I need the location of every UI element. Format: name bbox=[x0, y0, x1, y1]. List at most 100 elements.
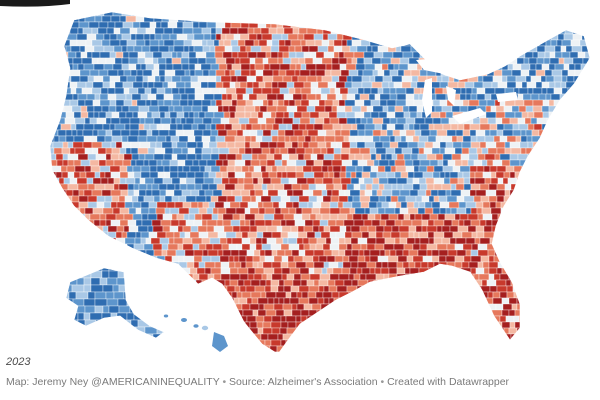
county-cell bbox=[53, 147, 63, 155]
county-cell bbox=[66, 319, 71, 328]
county-cell bbox=[322, 243, 331, 251]
county-cell bbox=[219, 303, 226, 311]
county-cell bbox=[579, 189, 586, 197]
county-cell bbox=[267, 333, 279, 341]
county-cell bbox=[247, 201, 259, 209]
county-cell bbox=[569, 153, 576, 161]
county-cell bbox=[71, 195, 80, 203]
county-cell bbox=[94, 298, 108, 307]
county-cell bbox=[414, 213, 423, 221]
county-cell bbox=[125, 327, 133, 335]
county-cell bbox=[569, 213, 580, 221]
county-cell bbox=[342, 261, 352, 269]
map-year-label: 2023 bbox=[6, 356, 31, 368]
county-cell bbox=[159, 273, 169, 281]
county-cell bbox=[248, 165, 255, 173]
county-cell bbox=[235, 303, 243, 311]
county-cell bbox=[62, 93, 74, 101]
county-cell bbox=[214, 261, 222, 269]
county-cell bbox=[323, 153, 335, 161]
county-cell bbox=[563, 153, 571, 161]
county-cell bbox=[181, 285, 190, 293]
county-cell bbox=[387, 27, 394, 35]
county-cell bbox=[509, 339, 521, 347]
county-cell bbox=[352, 213, 363, 221]
county-cell bbox=[595, 208, 600, 214]
county-cell bbox=[564, 165, 576, 173]
county-cell bbox=[249, 141, 261, 149]
county-cell bbox=[44, 52, 49, 58]
county-cell bbox=[484, 33, 495, 41]
county-cell bbox=[530, 93, 540, 101]
county-cell bbox=[385, 339, 392, 347]
county-cell bbox=[197, 201, 204, 209]
county-cell bbox=[378, 177, 389, 185]
county-cell bbox=[327, 219, 337, 227]
county-cell bbox=[587, 339, 590, 347]
county-cell bbox=[404, 12, 413, 17]
county-cell bbox=[271, 81, 279, 89]
county-cell bbox=[65, 45, 72, 53]
county-cell bbox=[83, 189, 93, 197]
county-cell bbox=[190, 225, 199, 233]
county-cell bbox=[542, 213, 554, 221]
county-cell bbox=[239, 57, 251, 65]
county-cell bbox=[143, 195, 155, 203]
county-cell bbox=[379, 345, 386, 352]
county-cell bbox=[91, 27, 99, 35]
county-cell bbox=[341, 123, 353, 131]
county-cell bbox=[502, 255, 509, 263]
county-cell bbox=[369, 33, 379, 41]
county-cell bbox=[84, 237, 92, 245]
county-cell bbox=[442, 153, 453, 161]
county-cell bbox=[58, 87, 65, 95]
county-cell bbox=[214, 201, 225, 209]
county-cell bbox=[334, 255, 344, 263]
county-cell bbox=[229, 69, 236, 77]
county-cell bbox=[243, 177, 254, 185]
county-cell bbox=[378, 333, 390, 341]
county-cell bbox=[472, 297, 482, 305]
county-cell bbox=[447, 81, 459, 89]
county-cell bbox=[126, 312, 135, 321]
county-cell bbox=[169, 123, 178, 131]
county-cell bbox=[382, 309, 394, 317]
county-cell bbox=[146, 111, 153, 119]
county-cell bbox=[435, 273, 444, 281]
county-cell bbox=[359, 189, 366, 197]
county-cell bbox=[256, 321, 264, 329]
county-cell bbox=[230, 219, 241, 227]
county-cell bbox=[565, 93, 576, 101]
county-cell bbox=[348, 339, 355, 347]
county-cell bbox=[501, 117, 511, 125]
county-cell bbox=[332, 123, 343, 131]
county-cell bbox=[489, 237, 501, 245]
county-cell bbox=[179, 183, 188, 191]
county-cell bbox=[120, 189, 129, 197]
county-cell bbox=[377, 165, 386, 173]
county-cell bbox=[111, 195, 120, 203]
county-cell bbox=[463, 21, 470, 29]
county-cell bbox=[114, 57, 123, 65]
county-cell bbox=[187, 93, 196, 101]
county-cell bbox=[389, 15, 399, 23]
county-cell bbox=[501, 309, 510, 317]
county-cell bbox=[495, 339, 504, 347]
county-cell bbox=[458, 21, 465, 29]
county-cell bbox=[377, 33, 384, 41]
county-cell bbox=[63, 63, 74, 71]
county-cell bbox=[168, 105, 175, 113]
county-cell bbox=[222, 159, 229, 167]
county-cell bbox=[176, 309, 183, 317]
county-cell bbox=[417, 345, 428, 352]
county-cell bbox=[382, 51, 394, 59]
county-cell bbox=[399, 315, 410, 323]
county-cell bbox=[205, 123, 212, 131]
county-cell bbox=[368, 327, 380, 335]
county-cell bbox=[496, 165, 507, 173]
county-cell bbox=[115, 327, 127, 335]
county-cell bbox=[196, 315, 208, 323]
county-cell bbox=[533, 39, 540, 47]
county-cell bbox=[334, 345, 346, 352]
county-cell bbox=[483, 231, 495, 239]
